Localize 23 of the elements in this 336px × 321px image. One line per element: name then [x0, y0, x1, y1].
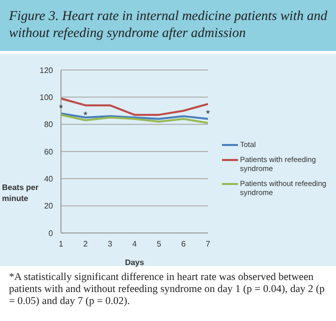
y-axis-title: Beats per minute: [2, 182, 40, 204]
x-tick-label: 1: [58, 240, 64, 249]
x-tick-label: 6: [181, 240, 186, 249]
line-series: [61, 98, 208, 116]
text: *A statistically significant difference in heart rate was observed between patients with and without refeeding syndrome on day 1 (p = 0.04), day 2 (p = 0.05) and day 7 (p = 0.02).: [9, 272, 326, 308]
x-axis-title: Days: [124, 258, 145, 267]
y-tick-label: 0: [48, 228, 54, 238]
chart-title: Figure 3. Heart rate in internal medicine patients with and without refeeding syndrome after admission: [8, 7, 328, 41]
x-tick-label: 2: [83, 240, 88, 249]
annotation: *: [206, 109, 210, 120]
line-series: [61, 114, 208, 124]
y-tick-label: 40: [44, 174, 54, 184]
y-tick-label: 60: [44, 147, 54, 156]
x-tick-label: 5: [156, 240, 162, 249]
annotation: *: [59, 104, 64, 115]
y-tick-label: 80: [44, 120, 54, 130]
x-tick-label: 3: [108, 240, 113, 249]
y-tick-label: 120: [40, 66, 54, 75]
y-tick-label: 20: [44, 202, 54, 211]
x-tick-label: 7: [206, 240, 211, 249]
annotation: *: [84, 110, 88, 122]
x-tick-label: 4: [132, 240, 138, 249]
y-tick-label: 100: [40, 93, 54, 102]
